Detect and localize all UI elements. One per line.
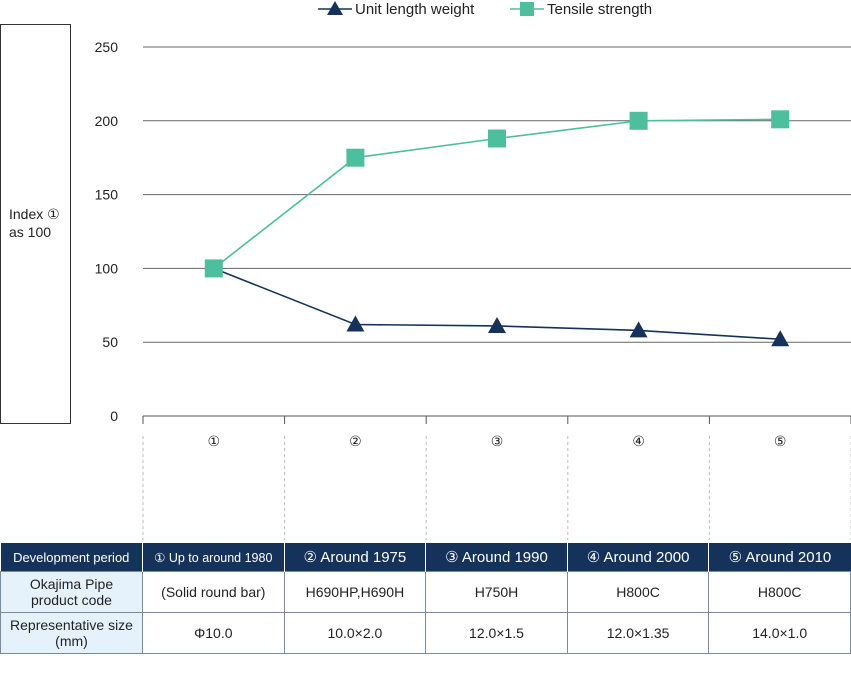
data-point-triangle (488, 316, 506, 333)
line-chart: 0 50 100 150 200 250 ① ② ③ ④ ⑤ Unit length weight Te… (95, 1, 851, 540)
table-row: Okajima Pipe product code (Solid round b… (0, 571, 851, 613)
y-tick-label: 100 (95, 260, 119, 276)
table-header-cell: ③ Around 1990 (425, 543, 568, 572)
row-header-line: Okajima Pipe (29, 576, 114, 592)
y-tick-label: 50 (102, 334, 118, 350)
row-header-line: product code (31, 592, 112, 608)
table-header-cell: ④ Around 2000 (567, 543, 710, 572)
table-cell: 12.0×1.5 (425, 612, 568, 654)
row-header-cell: Representative size (mm) (0, 612, 143, 654)
x-tick-label: ④ (632, 434, 645, 450)
table-cell: 10.0×2.0 (283, 612, 427, 654)
y-axis-label-line-2: as 100 (9, 224, 52, 240)
table-cell: 14.0×1.0 (708, 612, 851, 654)
x-tick-label: ⑤ (774, 434, 787, 450)
legend-label: Tensile strength (547, 1, 652, 18)
data-point-triangle (629, 321, 648, 338)
table-header-cell: ② Around 1975 (284, 543, 427, 572)
data-point-square (771, 110, 790, 129)
table-row: Representative size (mm) Φ10.0 10.0×2.0 … (0, 612, 851, 654)
table-cell: H800C (566, 571, 710, 613)
legend-marker-triangle (327, 1, 343, 15)
y-axis-label-line-1: Index ① (9, 206, 60, 222)
legend-label: Unit length weight (355, 1, 475, 18)
y-axis-label: Index ① as 100 (9, 205, 69, 241)
table-header-row: Development period ① Up to around 1980 ②… (0, 543, 851, 572)
y-axis-label-box: Index ① as 100 (0, 24, 71, 424)
y-tick-label: 0 (110, 408, 118, 424)
table-cell: (Solid round bar) (142, 571, 285, 613)
x-tick-label: ③ (491, 434, 504, 450)
table-header-cell: ① Up to around 1980 (142, 543, 285, 572)
y-tick-label: 200 (95, 113, 119, 129)
development-table: Development period ① Up to around 1980 ②… (0, 543, 851, 654)
x-tick-label: ① (208, 434, 221, 450)
table-cell: H750H (425, 571, 568, 613)
y-tick-label: 250 (95, 39, 119, 55)
row-header-cell: Okajima Pipe product code (0, 571, 143, 613)
data-point-square (488, 129, 506, 148)
data-point-triangle (346, 315, 365, 332)
row-header-line: Representative size (10, 617, 133, 633)
table-header-cell: ⑤ Around 2010 (708, 543, 851, 572)
table-cell: H690HP,H690H (283, 571, 427, 613)
table-cell: Φ10.0 (142, 612, 285, 654)
legend-marker-square (520, 2, 534, 16)
row-header-line: (mm) (55, 633, 88, 649)
data-point-square (629, 111, 648, 130)
table-cell: 12.0×1.35 (566, 612, 710, 654)
data-point-square (346, 148, 365, 167)
table-header-cell: Development period (0, 543, 143, 572)
y-tick-label: 150 (95, 187, 119, 203)
data-point-square (204, 259, 223, 278)
x-tick-label: ② (349, 434, 362, 450)
data-point-triangle (771, 330, 790, 347)
table-cell: H800C (708, 571, 851, 613)
